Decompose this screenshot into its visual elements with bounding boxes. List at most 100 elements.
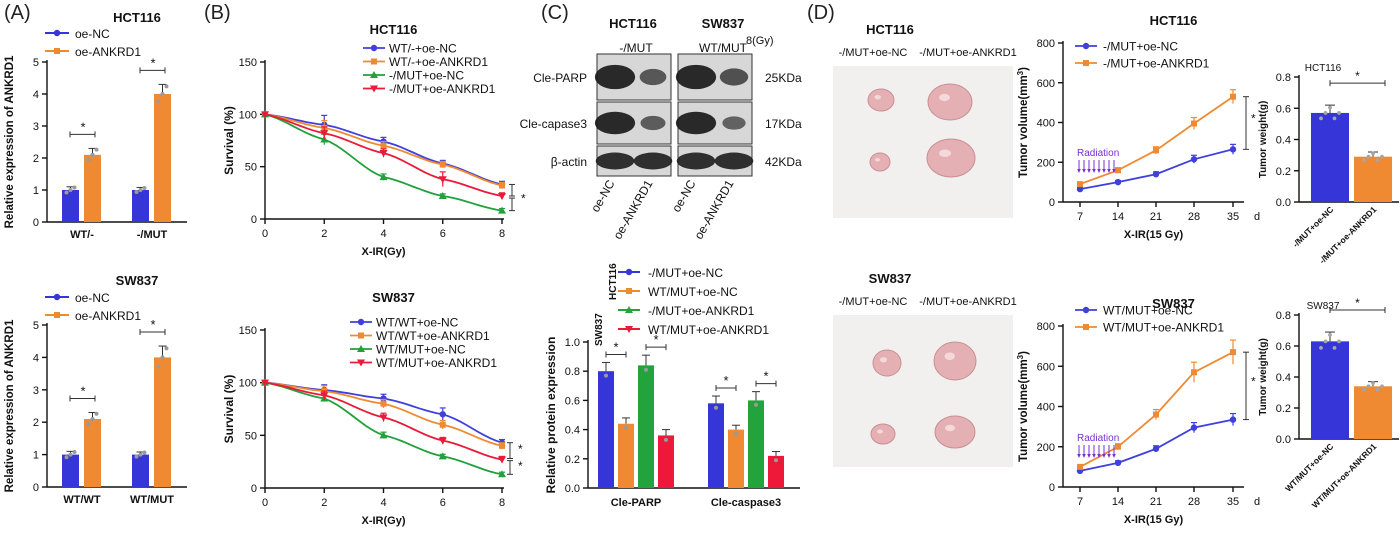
chart-b2-point-2-3 bbox=[438, 452, 447, 460]
chart-d1-sig bbox=[1243, 96, 1249, 150]
chart-d2-xtick-label-3: 28 bbox=[1188, 496, 1200, 508]
blot-kda-label-0: 25KDa bbox=[765, 71, 802, 85]
blot-band-0-3 bbox=[719, 68, 749, 86]
chart-a1-dot-1-0-0 bbox=[134, 190, 139, 195]
chart-d3-dot-0-3 bbox=[1332, 116, 1337, 121]
chart-b1-legend-label-3: -/MUT+oe-ANKRD1 bbox=[389, 82, 496, 96]
chart-b2-ytick-label-3: 150 bbox=[239, 325, 257, 337]
chart-b2-point-1-4 bbox=[499, 442, 505, 449]
chart-b1-point-3-0 bbox=[261, 111, 269, 119]
chart-d1-legend-label-1: -/MUT+oe-ANKRD1 bbox=[1103, 57, 1210, 71]
blot-band-2-0 bbox=[595, 152, 635, 170]
chart-a2-ytick-label-0: 0 bbox=[33, 482, 39, 494]
chart-d2-ytick-label-3: 600 bbox=[1037, 361, 1055, 373]
chart-c-dot-1-1 bbox=[734, 431, 738, 436]
blot-band-1-3 bbox=[722, 116, 746, 130]
chart-a2-bar-0-1 bbox=[84, 418, 101, 487]
chart-c-ylabel: Relative protein expression bbox=[544, 337, 558, 494]
chart-c-side-label-hct116: HCT116 bbox=[608, 263, 619, 300]
chart-b1-xtick-label-4: 8 bbox=[499, 228, 505, 240]
blot-genotype-sw837: WT/MUT bbox=[699, 41, 748, 55]
blot-kda-label-1: 17KDa bbox=[765, 117, 802, 131]
chart-a1-dot-1-1-2 bbox=[164, 84, 169, 89]
chart-d1-xtick-label-3: 28 bbox=[1188, 211, 1200, 223]
chart-c-dot-0-2 bbox=[644, 367, 648, 372]
chart-d2-xtick-label-2: 21 bbox=[1150, 496, 1162, 508]
chart-d2-radiation-head-0 bbox=[1077, 454, 1081, 458]
chart-c-ytick-label-4: 0.8 bbox=[565, 366, 580, 378]
chart-d4-dot-0-2 bbox=[1328, 332, 1332, 337]
chart-d2-point-1-4 bbox=[1230, 349, 1236, 356]
chart-d3-dot-1-2 bbox=[1371, 151, 1375, 156]
chart-d2-xtick-label-1: 14 bbox=[1112, 496, 1124, 508]
chart-d1-x-unit: d bbox=[1254, 211, 1260, 223]
chart-a2-ytick-label-5: 5 bbox=[33, 320, 39, 332]
blot-band-2-1 bbox=[633, 152, 673, 170]
chart-c-legend-label-3: WT/MUT+oe-ANKRD1 bbox=[648, 323, 769, 337]
blot-row-label-0: Cle-PARP bbox=[533, 71, 587, 85]
tumor-photo-bottom-label-0: -/MUT+oe-NC bbox=[839, 296, 908, 308]
chart-a1-sig-star-1: * bbox=[150, 55, 155, 70]
chart-b2-sig-upper bbox=[507, 442, 513, 460]
chart-a2-sig-star-1: * bbox=[150, 317, 155, 332]
chart-b1-legend-marker-1 bbox=[371, 58, 377, 65]
chart-c-bar-0-2 bbox=[638, 365, 654, 488]
chart-d3-dot-1-3 bbox=[1375, 158, 1380, 162]
chart-c-dot-0-0 bbox=[604, 373, 608, 378]
tumor-photo-bottom-tumor-highlight-0 bbox=[880, 357, 887, 363]
chart-c-bar-1-2 bbox=[748, 400, 764, 488]
chart-a2-dot-0-0-0 bbox=[64, 455, 69, 460]
panel-letter-d: (D) bbox=[807, 2, 835, 24]
blot-band-0-1 bbox=[639, 68, 667, 86]
chart-b1-xtick-label-2: 4 bbox=[380, 228, 386, 240]
chart-a1-sig-bracket-1 bbox=[139, 67, 166, 74]
chart-c-legend-label-2: -/MUT+oe-ANKRD1 bbox=[648, 304, 755, 318]
chart-b2-sig-star-2: * bbox=[518, 459, 523, 473]
chart-d3-dot-1-0 bbox=[1362, 158, 1366, 162]
chart-d1-radiation-head-7 bbox=[1112, 169, 1116, 173]
chart-b2-point-3-1 bbox=[320, 392, 329, 400]
chart-b1-sig-upper bbox=[509, 183, 515, 197]
chart-b1-legend-marker-2 bbox=[370, 71, 378, 78]
chart-b1-sig-lower bbox=[509, 197, 515, 212]
chart-d1-point-0-4 bbox=[1229, 146, 1237, 153]
chart-a2-category-0: WT/WT bbox=[63, 494, 101, 506]
blot-col-title-sw837: SW837 bbox=[702, 16, 745, 31]
chart-d2-point-1-3 bbox=[1191, 369, 1197, 376]
chart-a2-dot-1-0-1 bbox=[138, 452, 143, 457]
chart-c-sig-bracket-1-0 bbox=[715, 385, 737, 392]
tumor-photo-bottom-tumor-0 bbox=[872, 349, 902, 377]
blot-lane-label-0: oe-NC bbox=[588, 177, 618, 214]
chart-b1-ylabel: Survival (%) bbox=[222, 106, 236, 175]
chart-b2-xtick-label-2: 4 bbox=[380, 497, 386, 509]
chart-a1-ylabel: Relative expression of ANKRD1 bbox=[4, 55, 16, 228]
chart-b2-point-2-2 bbox=[379, 431, 388, 439]
chart-b2-legend-marker-1 bbox=[358, 332, 364, 339]
chart-d1-legend-label-0: -/MUT+oe-NC bbox=[1103, 40, 1178, 54]
tumor-photo-top-tumor-1 bbox=[927, 83, 973, 121]
chart-a2-dot-0-1-1 bbox=[90, 416, 95, 421]
chart-a1-dot-0-1-0 bbox=[86, 157, 91, 162]
tumor-photo-top-title: HCT116 bbox=[866, 22, 914, 37]
chart-d2-x-unit: d bbox=[1254, 496, 1260, 508]
chart-c-ytick-label-2: 0.4 bbox=[565, 425, 580, 437]
blot-band-0-2 bbox=[675, 64, 717, 90]
chart-d2-ytick-label-2: 400 bbox=[1037, 402, 1055, 414]
chart-b2-legend-label-0: WT/WT+oe-NC bbox=[376, 316, 459, 330]
blot-band-1-2 bbox=[675, 111, 717, 135]
tumor-photo-top-tumor-highlight-0 bbox=[874, 95, 881, 100]
blot-band-1-0 bbox=[594, 111, 636, 135]
chart-a1-dot-1-0-1 bbox=[138, 188, 143, 192]
chart-a2-sig-bracket-0 bbox=[69, 395, 96, 402]
chart-a1-dot-0-1-1 bbox=[90, 152, 95, 157]
chart-d1-xlabel: X-IR(15 Gy) bbox=[1124, 229, 1184, 241]
chart-a1-dot-0-0-2 bbox=[72, 185, 77, 190]
chart-d1-point-1-0 bbox=[1077, 181, 1083, 188]
chart-b1-point-1-2 bbox=[380, 142, 387, 149]
chart-d1-xtick-label-0: 7 bbox=[1077, 211, 1083, 223]
blot-band-2-2 bbox=[676, 152, 716, 170]
chart-a1-ytick-label-2: 2 bbox=[33, 153, 39, 165]
tumor-photo-bottom-tumor-highlight-2 bbox=[877, 429, 883, 434]
chart-d3-ytick-label-2: 0.4 bbox=[1276, 135, 1291, 147]
